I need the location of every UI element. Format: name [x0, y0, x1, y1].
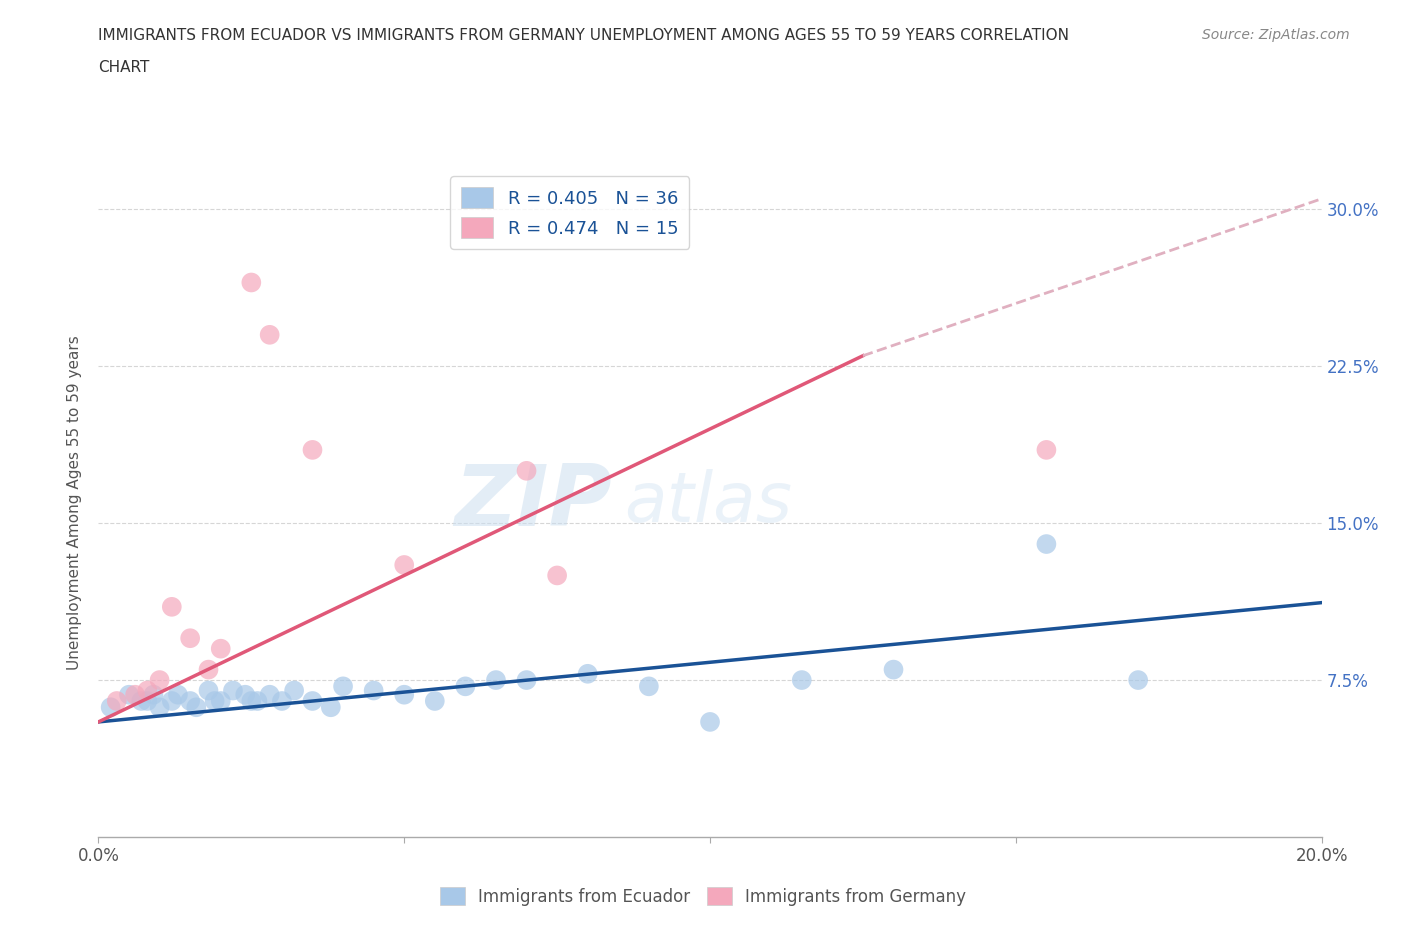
Point [197, 683, 219, 698]
Text: ZIP: ZIP [454, 460, 612, 544]
Point [516, 672, 538, 687]
Point [423, 694, 446, 709]
Point [129, 694, 152, 709]
Point [105, 694, 128, 709]
Point [136, 694, 159, 709]
Point [1035, 443, 1057, 458]
Point [1128, 672, 1150, 687]
Point [142, 687, 165, 702]
Point [167, 687, 190, 702]
Text: Source: ZipAtlas.com: Source: ZipAtlas.com [1202, 28, 1350, 42]
Point [160, 694, 183, 709]
Point [283, 683, 305, 698]
Text: IMMIGRANTS FROM ECUADOR VS IMMIGRANTS FROM GERMANY UNEMPLOYMENT AMONG AGES 55 TO: IMMIGRANTS FROM ECUADOR VS IMMIGRANTS FR… [98, 28, 1070, 43]
Point [222, 683, 245, 698]
Point [485, 672, 508, 687]
Point [1035, 537, 1057, 551]
Point [454, 679, 477, 694]
Y-axis label: Unemployment Among Ages 55 to 59 years: Unemployment Among Ages 55 to 59 years [67, 335, 83, 670]
Point [392, 558, 416, 573]
Point [392, 687, 416, 702]
Point [233, 687, 256, 702]
Point [240, 694, 263, 709]
Point [546, 568, 568, 583]
Point [259, 327, 281, 342]
Point [204, 694, 226, 709]
Point [246, 694, 269, 709]
Point [124, 687, 146, 702]
Point [179, 631, 201, 645]
Legend: R = 0.405   N = 36, R = 0.474   N = 15: R = 0.405 N = 36, R = 0.474 N = 15 [450, 177, 689, 249]
Point [160, 600, 183, 615]
Point [179, 694, 201, 709]
Point [100, 700, 122, 715]
Point [186, 700, 208, 715]
Point [790, 672, 813, 687]
Point [699, 714, 721, 729]
Point [516, 463, 538, 478]
Point [209, 642, 232, 657]
Legend: Immigrants from Ecuador, Immigrants from Germany: Immigrants from Ecuador, Immigrants from… [433, 881, 973, 912]
Point [209, 694, 232, 709]
Point [363, 683, 385, 698]
Point [883, 662, 905, 677]
Text: CHART: CHART [98, 60, 150, 75]
Point [301, 694, 323, 709]
Point [149, 700, 172, 715]
Point [197, 662, 219, 677]
Point [637, 679, 661, 694]
Text: atlas: atlas [624, 469, 793, 536]
Point [576, 667, 599, 682]
Point [240, 275, 263, 290]
Point [270, 694, 292, 709]
Point [149, 672, 172, 687]
Point [136, 683, 159, 698]
Point [319, 700, 342, 715]
Point [332, 679, 354, 694]
Point [118, 687, 141, 702]
Point [259, 687, 281, 702]
Point [301, 443, 323, 458]
